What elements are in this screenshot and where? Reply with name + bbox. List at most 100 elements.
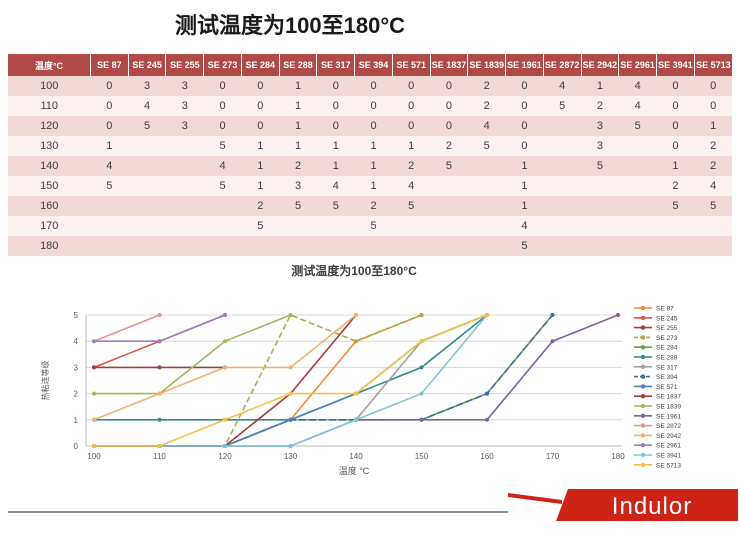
value-cell: 3	[165, 76, 204, 96]
value-cell	[656, 236, 695, 256]
value-cell: 0	[694, 76, 732, 96]
value-cell	[90, 216, 129, 236]
value-cell	[467, 196, 506, 216]
data-point	[419, 391, 424, 396]
value-cell	[618, 136, 657, 156]
value-cell: 4	[618, 76, 657, 96]
logo-ribbon-block	[556, 489, 738, 521]
x-tick-label: 160	[480, 452, 494, 461]
data-point	[288, 417, 293, 422]
chart-title: 测试温度为100至180°C	[291, 264, 417, 278]
value-cell: 0	[203, 96, 242, 116]
legend-swatch-marker	[640, 443, 646, 448]
value-cell	[430, 216, 468, 236]
value-cell	[656, 216, 695, 236]
series-line-SE-2872	[93, 314, 160, 342]
data-point	[550, 339, 555, 344]
table-header: 温度°C SE 87 SE 245 SE 255 SE 273 SE 284 SE 288 S…	[8, 54, 732, 76]
value-cell	[543, 216, 582, 236]
table-row: 140 4 4 1 2 1 1 2 5 1 5 1 2	[8, 156, 732, 176]
value-cell: 1	[581, 76, 619, 96]
value-cell: 0	[241, 76, 280, 96]
x-tick-label: 120	[218, 452, 232, 461]
value-cell: 3	[128, 76, 166, 96]
legend-swatch-marker	[640, 345, 646, 350]
series-column-header: SE 245	[128, 54, 167, 76]
series-column-header: SE 87	[90, 54, 129, 76]
legend-swatch-marker	[640, 364, 646, 369]
value-cell: 1	[505, 156, 544, 176]
value-cell	[467, 216, 506, 236]
series-column-header: SE 2872	[543, 54, 582, 76]
data-point	[419, 313, 424, 317]
value-cell: 2	[694, 136, 732, 156]
data-point	[157, 444, 162, 448]
y-tick-label: 5	[74, 311, 79, 320]
series-line-SE-317	[94, 314, 488, 447]
value-cell: 2	[241, 196, 280, 216]
value-cell	[581, 216, 619, 236]
value-cell: 0	[316, 116, 355, 136]
series-column-header: SE 394	[354, 54, 393, 76]
indulor-logo-graphic: Indulor	[508, 489, 738, 521]
value-cell	[430, 196, 468, 216]
value-cell: 5	[694, 196, 732, 216]
series-line-SE-1839	[94, 314, 291, 395]
value-cell	[165, 236, 204, 256]
value-cell	[467, 156, 506, 176]
series-column-header: SE 1839	[467, 54, 507, 76]
value-cell: 1	[241, 136, 280, 156]
value-cell: 0	[354, 96, 393, 116]
x-tick-label: 180	[611, 452, 625, 461]
data-point	[288, 313, 293, 317]
value-cell: 0	[354, 116, 393, 136]
series-column-header: SE 2942	[581, 54, 620, 76]
page-title: 测试温度为100至180°C	[174, 13, 406, 38]
value-cell: 4	[203, 156, 242, 176]
legend-label: SE 2942	[656, 433, 681, 440]
series-column-header: SE 288	[279, 54, 318, 76]
value-cell: 5	[467, 136, 506, 156]
data-point	[354, 313, 358, 317]
value-cell	[543, 116, 582, 136]
legend-label: SE 2961	[656, 443, 681, 450]
value-cell: 2	[279, 156, 317, 176]
series-column-header: SE 317	[316, 54, 356, 76]
series-column-header: SE 273	[203, 54, 242, 76]
y-tick-label: 1	[74, 416, 79, 425]
value-cell: 0	[656, 76, 695, 96]
temperature-cell: 150	[8, 176, 91, 196]
value-cell: 5	[128, 116, 166, 136]
data-point	[288, 365, 293, 370]
value-cell: 0	[505, 136, 544, 156]
value-cell: 5	[354, 216, 393, 236]
value-cell: 1	[392, 136, 431, 156]
value-cell: 2	[467, 96, 506, 116]
legend-label: SE 87	[656, 306, 674, 313]
value-cell: 1	[505, 196, 544, 216]
x-tick-label: 140	[349, 452, 363, 461]
value-cell: 2	[694, 156, 732, 176]
value-cell: 4	[392, 176, 431, 196]
value-cell: 0	[430, 96, 468, 116]
value-cell: 4	[467, 116, 506, 136]
logo-ribbon-sliver	[508, 493, 562, 504]
x-tick-label: 100	[87, 452, 101, 461]
value-cell	[392, 216, 431, 236]
table-row: 170 5 5 4	[8, 216, 732, 236]
value-cell	[203, 236, 242, 256]
value-cell: 4	[694, 176, 732, 196]
value-cell	[581, 196, 619, 216]
value-cell	[128, 196, 166, 216]
value-cell	[543, 156, 582, 176]
value-cell	[90, 196, 129, 216]
data-point	[223, 444, 227, 448]
value-cell	[618, 236, 657, 256]
value-cell: 0	[90, 116, 129, 136]
value-cell: 0	[656, 96, 695, 116]
value-cell: 5	[430, 156, 468, 176]
legend-label: SE 255	[656, 325, 678, 332]
table-row: 150 5 5 1 3 4 1 4 1 2 4	[8, 176, 732, 196]
legend-swatch-marker	[640, 335, 646, 340]
value-cell: 0	[505, 116, 544, 136]
